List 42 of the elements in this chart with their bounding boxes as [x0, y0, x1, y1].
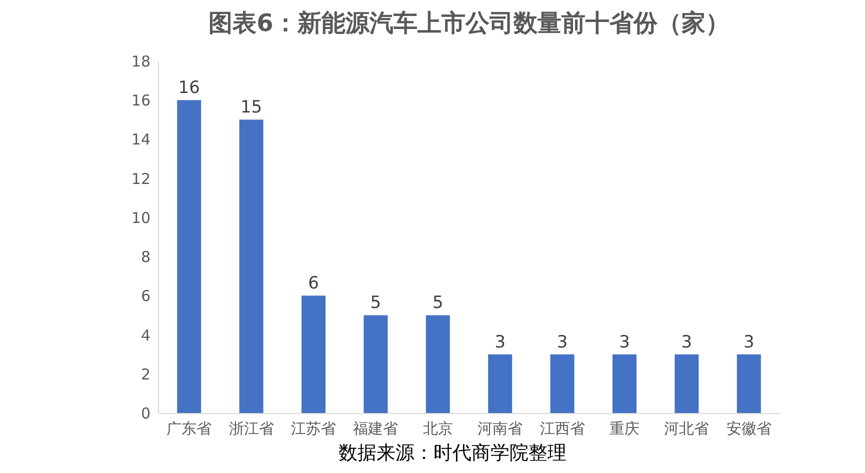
- data-label: 3: [681, 332, 692, 352]
- y-tick-label: 12: [131, 170, 150, 188]
- bar: [550, 354, 574, 413]
- y-tick-label: 16: [131, 92, 150, 110]
- y-tick-label: 6: [140, 287, 150, 306]
- x-tick-label: 广东省: [166, 420, 212, 438]
- y-tick-label: 4: [140, 326, 150, 344]
- data-label: 5: [432, 293, 444, 314]
- data-label: 16: [178, 78, 200, 98]
- x-tick-label: 江西省: [540, 420, 585, 438]
- bar: [488, 354, 512, 413]
- data-label: 3: [494, 332, 506, 352]
- bar: [612, 354, 636, 413]
- bar: [239, 120, 264, 413]
- x-tick-label: 重庆: [610, 420, 640, 438]
- x-tick-label: 江苏省: [291, 420, 336, 438]
- data-label: 3: [743, 332, 754, 352]
- y-tick-label: 2: [140, 365, 150, 384]
- bar: [736, 354, 761, 413]
- data-label: 3: [619, 332, 630, 352]
- bar: [302, 296, 326, 413]
- data-label: 15: [240, 98, 262, 118]
- bar: [364, 315, 388, 413]
- bar: [674, 354, 699, 413]
- source-note: 数据来源：时代商学院整理: [338, 441, 568, 466]
- bar: [426, 315, 450, 413]
- data-label: 3: [556, 332, 568, 352]
- data-label: 5: [370, 293, 382, 314]
- y-tick-label: 10: [131, 208, 150, 227]
- x-tick-label: 安徽省: [726, 420, 772, 438]
- y-tick-label: 18: [131, 52, 150, 70]
- bar: [177, 100, 202, 413]
- x-tick-label: 福建省: [353, 420, 398, 438]
- x-tick-label: 河南省: [478, 420, 523, 438]
- y-tick-label: 8: [140, 248, 150, 266]
- x-tick-label: 河北省: [664, 420, 710, 438]
- x-tick-label: 浙江省: [228, 420, 274, 438]
- chart-title: 图表6：新能源汽车上市公司数量前十省份（家）: [208, 9, 730, 37]
- x-tick-label: 北京: [422, 420, 453, 438]
- data-label: 6: [308, 274, 319, 294]
- y-tick-label: 14: [131, 130, 150, 149]
- y-tick-label: 0: [140, 404, 150, 422]
